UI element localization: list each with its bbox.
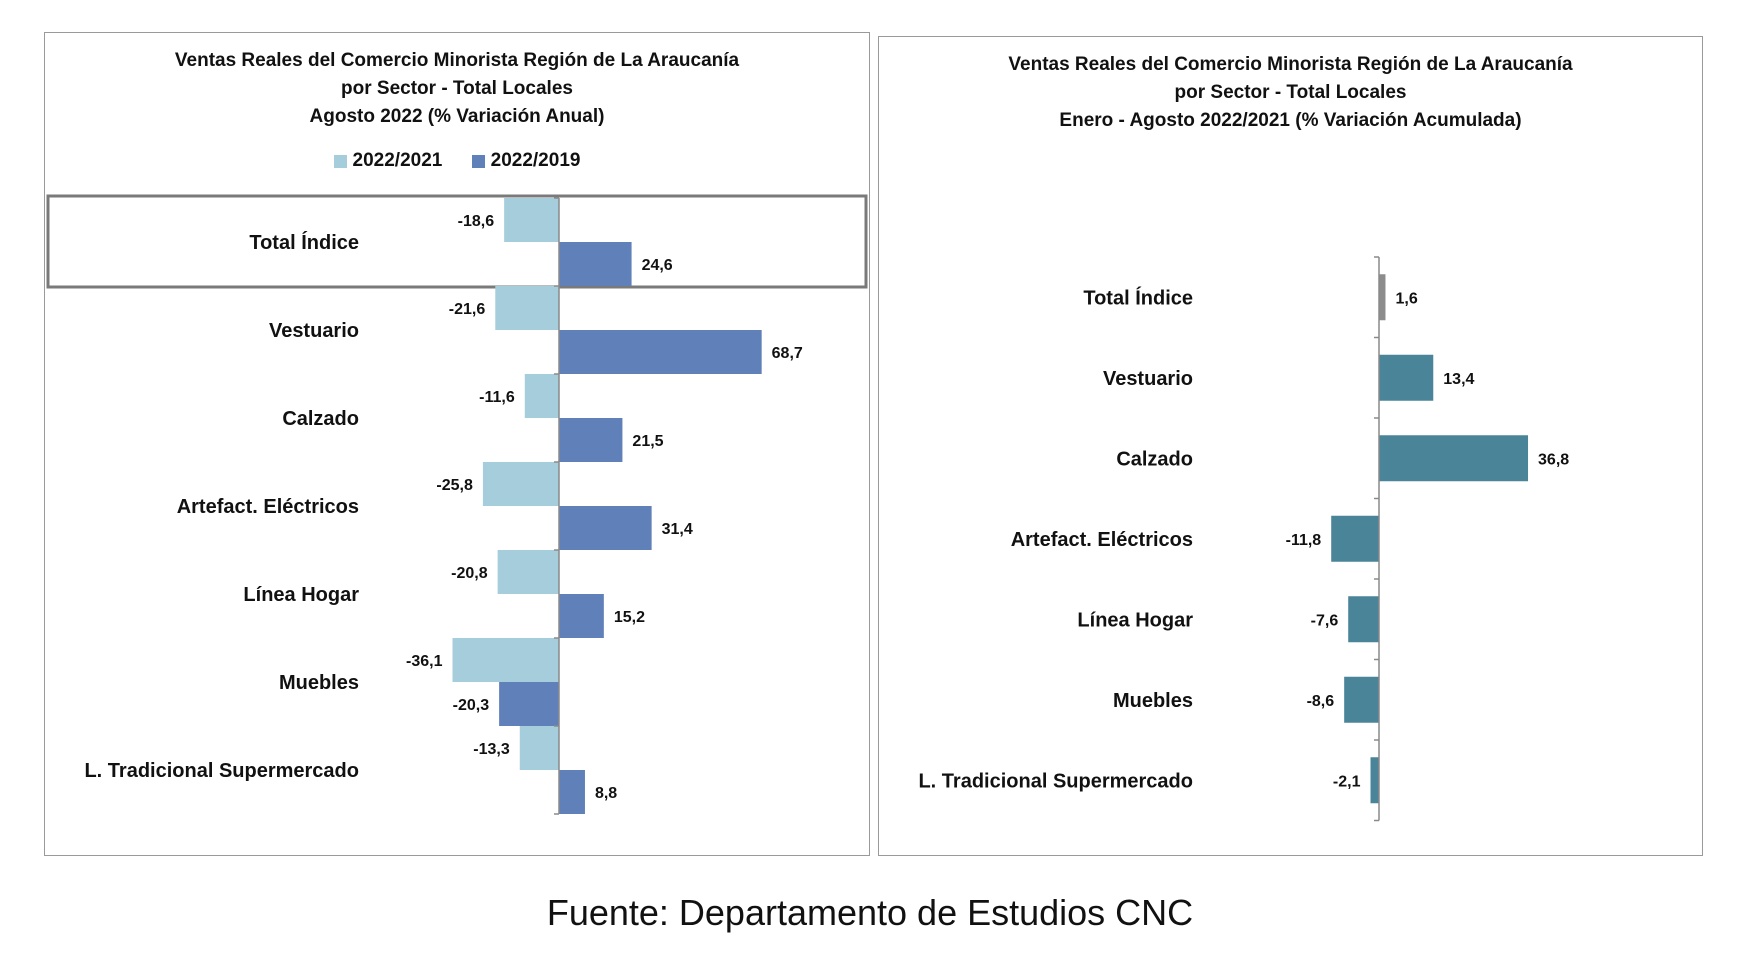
bar-2022-2021-muebles	[452, 638, 559, 682]
bar-vestuario	[1379, 354, 1434, 401]
bar-2022-2021-l-tradicional-supermercado	[519, 726, 559, 770]
value-label-2022-2019-calzado: 21,5	[632, 433, 663, 450]
category-label-linea-hogar: Línea Hogar	[243, 584, 359, 606]
annual-variation-chart-panel: Ventas Reales del Comercio Minorista Reg…	[44, 32, 870, 856]
bar-2022-2021-calzado	[524, 374, 559, 418]
value-label-calzado: 36,8	[1538, 451, 1569, 468]
value-label-2022-2021-l-tradicional-supermercado: -13,3	[473, 741, 510, 758]
category-label-vestuario: Vestuario	[1103, 368, 1193, 390]
category-label-calzado: Calzado	[282, 408, 359, 430]
left-chart-legend: 2022/2021 2022/2019	[45, 150, 869, 174]
value-label-2022-2021-artefact-electricos: -25,8	[436, 477, 473, 494]
source-note: Fuente: Departamento de Estudios CNC	[546, 892, 1194, 933]
bar-total-indice	[1379, 274, 1386, 321]
category-label-linea-hogar: Línea Hogar	[1077, 609, 1193, 631]
category-label-muebles: Muebles	[279, 672, 359, 694]
bar-artefact-electricos	[1331, 515, 1379, 562]
bar-2022-2019-artefact-electricos	[559, 506, 652, 550]
value-label-2022-2021-calzado: -11,6	[479, 389, 515, 406]
left-chart-title: Ventas Reales del Comercio Minorista Reg…	[174, 50, 740, 71]
value-label-l-tradicional-supermercado: -2,1	[1333, 773, 1361, 790]
bar-muebles	[1344, 676, 1379, 723]
accumulated-variation-chart-panel: Ventas Reales del Comercio Minorista Reg…	[878, 36, 1703, 856]
value-label-artefact-electricos: -11,8	[1286, 532, 1322, 549]
left-chart-subtitle: Agosto 2022 (% Variación Anual)	[309, 106, 605, 127]
right-chart-plot: Total Índice 1,6 Vestuario 13,4 Calzado 36,8 A…	[918, 256, 1569, 822]
right-chart-title: Ventas Reales del Comercio Minorista Reg…	[1008, 54, 1573, 75]
category-label-calzado: Calzado	[1116, 448, 1193, 470]
category-label-artefact-electricos: Artefact. Eléctricos	[1011, 529, 1193, 551]
value-label-2022-2021-linea-hogar: -20,8	[451, 565, 488, 582]
bar-2022-2021-artefact-electricos	[482, 462, 559, 506]
bar-2022-2019-linea-hogar	[559, 594, 604, 638]
category-label-artefact-electricos: Artefact. Eléctricos	[177, 496, 359, 518]
left-chart-plot: Total Índice -18,6 24,6 Vestuario -21,6 68,7 C…	[46, 194, 868, 815]
legend-item-2022-2021: 2022/2021	[333, 150, 443, 172]
value-label-2022-2019-l-tradicional-supermercado: 8,8	[595, 785, 617, 802]
value-label-muebles: -8,6	[1307, 693, 1335, 710]
bar-2022-2019-muebles	[499, 682, 559, 726]
value-label-total-indice: 1,6	[1395, 290, 1417, 307]
value-label-2022-2019-artefact-electricos: 31,4	[662, 521, 693, 538]
legend-swatch-2022-2019	[471, 154, 485, 168]
category-label-vestuario: Vestuario	[269, 320, 359, 342]
legend-label-2022-2021: 2022/2021	[352, 150, 443, 171]
bar-2022-2021-linea-hogar	[497, 550, 559, 594]
value-label-vestuario: 13,4	[1443, 371, 1474, 388]
right-chart-subtitle: Enero - Agosto 2022/2021 (% Variación Ac…	[1059, 110, 1522, 131]
category-label-l-tradicional-supermercado: L. Tradicional Supermercado	[918, 770, 1193, 792]
bar-linea-hogar	[1348, 596, 1379, 643]
category-label-muebles: Muebles	[1113, 690, 1193, 712]
value-label-2022-2019-muebles: -20,3	[453, 697, 490, 714]
legend-item-2022-2019: 2022/2019	[471, 150, 581, 172]
bar-2022-2019-calzado	[559, 418, 623, 462]
bar-2022-2019-vestuario	[559, 330, 762, 374]
bar-2022-2021-total-indice	[504, 198, 559, 242]
value-label-linea-hogar: -7,6	[1311, 612, 1339, 629]
value-label-2022-2021-vestuario: -21,6	[449, 301, 486, 318]
bar-2022-2021-vestuario	[495, 286, 559, 330]
bar-calzado	[1379, 435, 1529, 482]
category-label-l-tradicional-supermercado: L. Tradicional Supermercado	[84, 760, 359, 782]
bar-2022-2019-total-indice	[559, 242, 632, 286]
value-label-2022-2019-total-indice: 24,6	[642, 257, 673, 274]
legend-label-2022-2019: 2022/2019	[490, 150, 581, 171]
value-label-2022-2021-muebles: -36,1	[406, 653, 443, 670]
bar-2022-2019-l-tradicional-supermercado	[559, 770, 585, 814]
value-label-2022-2021-total-indice: -18,6	[458, 213, 495, 230]
legend-swatch-2022-2021	[333, 154, 347, 168]
highlight-box	[46, 194, 868, 289]
category-label-total-indice: Total Índice	[249, 231, 359, 254]
left-chart-title-line2: por Sector - Total Locales	[341, 78, 573, 99]
category-label-total-indice: Total Índice	[1083, 286, 1193, 309]
value-label-2022-2019-linea-hogar: 15,2	[614, 609, 645, 626]
right-chart-title-line2: por Sector - Total Locales	[1174, 82, 1407, 103]
bar-l-tradicional-supermercado	[1370, 757, 1379, 804]
value-label-2022-2019-vestuario: 68,7	[772, 345, 803, 362]
